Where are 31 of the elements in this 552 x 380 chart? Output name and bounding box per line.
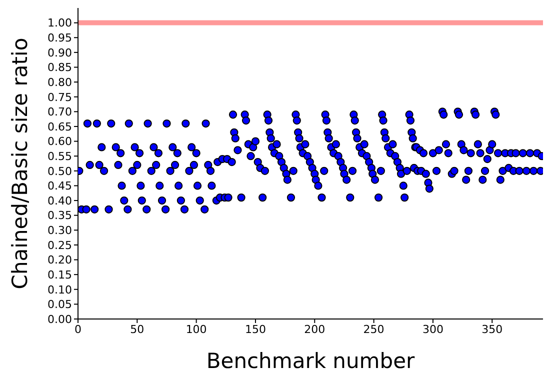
x-axis-title: Benchmark number [206, 349, 415, 373]
y-tick-label: 1.00 [48, 16, 72, 30]
y-tick-label: 0.25 [48, 238, 72, 252]
y-tick-label: 0.65 [48, 120, 72, 134]
y-axis-title: Chained/Basic size ratio [8, 38, 32, 290]
x-tick-label: 300 [422, 322, 444, 336]
y-tick-label: 0.30 [48, 224, 72, 238]
y-tick-label: 0.50 [48, 164, 72, 178]
y-tick-label: 0.70 [48, 106, 72, 119]
y-tick-label: 0.00 [48, 312, 72, 326]
x-tick-label: 200 [304, 322, 326, 336]
x-tick-label: 250 [363, 322, 384, 336]
y-tick-label: 0.40 [48, 194, 72, 208]
x-tick-label: 50 [130, 322, 144, 336]
x-tick-label: 100 [186, 322, 207, 336]
y-tick-label: 0.10 [48, 283, 72, 296]
y-tick-label: 0.90 [48, 46, 72, 60]
y-tick-label: 0.45 [48, 180, 72, 193]
x-tick-label: 350 [482, 322, 503, 336]
y-tick-label: 0.95 [48, 32, 72, 45]
y-tick-label: 0.85 [48, 61, 72, 74]
y-tick-label: 0.35 [48, 209, 72, 222]
y-tick-label: 0.60 [48, 135, 72, 148]
y-tick-label: 0.75 [48, 90, 72, 104]
x-tick-label: 150 [244, 322, 266, 336]
x-tick-label: 0 [74, 322, 82, 336]
y-tick-label: 0.20 [48, 254, 72, 267]
y-tick-label: 0.80 [48, 76, 72, 89]
y-tick-label: 0.15 [48, 268, 72, 282]
y-tick-label: 0.05 [48, 298, 72, 312]
y-tick-label: 0.55 [48, 150, 72, 163]
